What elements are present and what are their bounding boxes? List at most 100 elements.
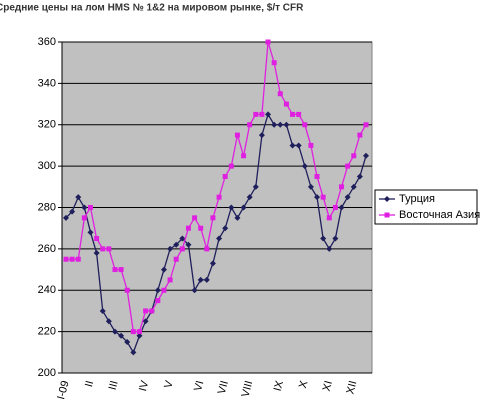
data-point (112, 267, 118, 273)
legend-marker (384, 212, 390, 218)
data-point (326, 215, 332, 221)
data-point (277, 91, 283, 97)
data-point (351, 153, 357, 159)
legend-marker (384, 196, 390, 202)
data-point (246, 194, 253, 201)
data-point (87, 205, 93, 210)
y-tick-label: 200 (38, 367, 56, 379)
data-point (203, 276, 210, 283)
data-point (289, 142, 296, 149)
data-point (241, 153, 247, 159)
data-point (209, 260, 216, 267)
data-point (345, 163, 351, 169)
data-point (350, 183, 357, 190)
data-point (296, 111, 302, 117)
data-point (326, 245, 333, 252)
y-tick-label: 340 (38, 77, 56, 89)
data-point (185, 225, 191, 231)
data-point (320, 235, 327, 242)
data-point (301, 163, 308, 170)
x-tick-label: XII (344, 379, 359, 395)
data-point (185, 241, 192, 248)
data-point (290, 111, 296, 117)
data-point (357, 132, 363, 138)
data-point (118, 332, 125, 339)
data-point (320, 194, 326, 200)
data-point (197, 276, 204, 283)
data-point (216, 194, 222, 200)
data-point (228, 163, 234, 169)
data-point (216, 235, 223, 242)
y-tick-label: 260 (38, 243, 56, 255)
y-tick-label: 320 (38, 119, 56, 131)
data-point (99, 307, 106, 314)
data-point (93, 250, 100, 257)
data-point (94, 236, 100, 242)
data-point (167, 277, 173, 283)
data-point (63, 214, 69, 221)
data-point (173, 256, 179, 262)
data-point (124, 338, 131, 345)
data-point (363, 152, 369, 159)
data-point (307, 183, 314, 190)
y-tick-label: 300 (38, 160, 56, 172)
data-point (259, 111, 265, 117)
data-point (332, 235, 339, 242)
data-point (277, 121, 284, 128)
x-tick-label: II (83, 379, 96, 388)
data-point (314, 194, 321, 201)
data-point (87, 229, 94, 236)
data-point (265, 111, 272, 118)
data-point (81, 215, 87, 221)
data-point (179, 235, 186, 242)
data-point (179, 246, 185, 252)
x-tick-label: XI (321, 379, 335, 392)
data-point (75, 194, 82, 201)
data-point (106, 246, 112, 252)
data-point (234, 214, 241, 221)
data-point (130, 349, 137, 356)
data-point (363, 122, 369, 128)
data-point (100, 246, 106, 252)
data-point (228, 204, 235, 211)
data-point (173, 241, 180, 248)
legend-label: Турция (399, 193, 435, 205)
x-tick-label: VII (216, 379, 231, 395)
data-point (124, 287, 130, 293)
x-tick-label: IX (272, 379, 286, 393)
x-tick-label: V (162, 379, 176, 390)
data-point (283, 101, 289, 107)
legend-label: Восточная Азия (399, 209, 480, 221)
data-point (198, 225, 204, 231)
data-point (69, 256, 75, 262)
data-point (344, 194, 351, 201)
data-point (302, 122, 308, 128)
data-point (204, 246, 210, 252)
data-point (314, 173, 320, 179)
data-point (63, 256, 69, 262)
y-tick-label: 280 (38, 201, 56, 213)
data-point (339, 184, 345, 190)
data-point (160, 266, 167, 273)
data-point (240, 204, 247, 211)
x-tick-label: I-09 (55, 379, 72, 400)
data-point (252, 183, 259, 190)
data-point (154, 287, 161, 294)
y-tick-label: 220 (38, 326, 56, 338)
data-point (167, 245, 174, 252)
data-point (271, 60, 277, 66)
data-point (118, 267, 124, 273)
y-tick-label: 360 (38, 36, 56, 48)
data-point (222, 173, 228, 179)
data-point (81, 204, 88, 211)
data-point (149, 308, 155, 314)
data-point (192, 215, 198, 221)
x-tick-label: IV (137, 379, 151, 393)
data-point (356, 173, 363, 180)
data-point (191, 287, 198, 294)
data-point (332, 205, 338, 210)
data-point (143, 308, 149, 314)
data-point (222, 225, 229, 232)
data-point (338, 204, 345, 211)
